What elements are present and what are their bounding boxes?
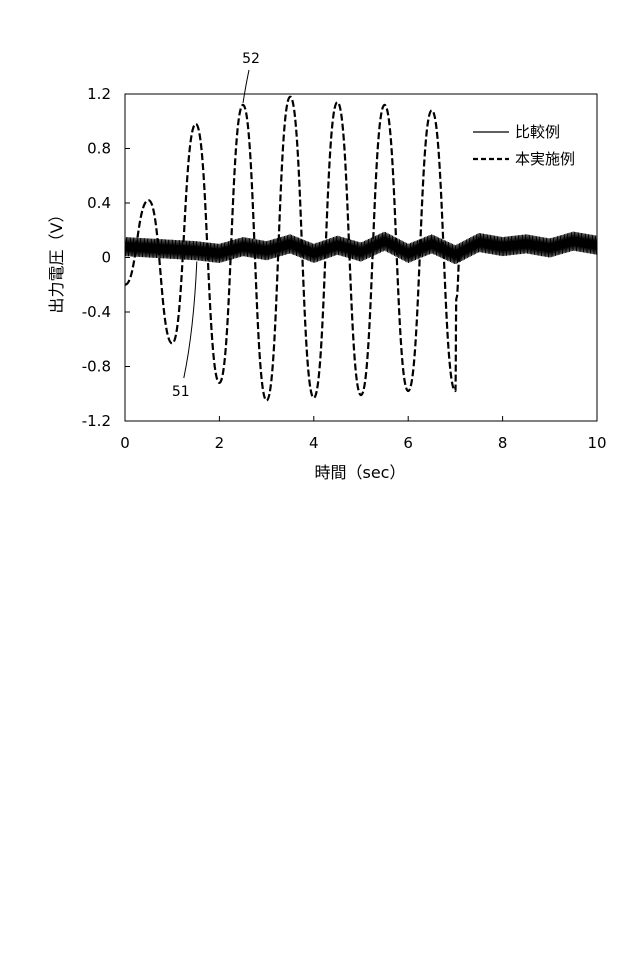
y-axis-title: 出力電圧（V） — [47, 207, 66, 314]
annotation-51: 51 — [172, 384, 190, 400]
x-tick-label: 10 — [587, 434, 606, 452]
y-tick-label: -0.8 — [82, 358, 111, 376]
x-tick-label: 2 — [215, 434, 225, 452]
y-tick-label: 0.4 — [87, 194, 111, 212]
y-axis: 1.2 0.8 0.4 0 -0.4 -0.8 -1.2 — [82, 85, 130, 430]
x-axis-title: 時間（sec） — [315, 463, 406, 482]
x-tick-label: 8 — [498, 434, 508, 452]
y-tick-label: -0.4 — [82, 303, 111, 321]
series-layer — [125, 97, 597, 401]
x-tick-label: 6 — [403, 434, 413, 452]
x-tick-label: 0 — [120, 434, 130, 452]
y-tick-label: 0 — [101, 249, 111, 267]
y-tick-label: -1.2 — [82, 412, 111, 430]
legend-label: 比較例 — [515, 123, 560, 141]
y-tick-label: 1.2 — [87, 85, 111, 103]
annotation-leader-52 — [243, 70, 249, 103]
legend: 比較例本実施例 — [473, 123, 575, 168]
series-comparative-line — [125, 232, 597, 264]
annotation-52: 52 — [242, 51, 260, 67]
legend-label: 本実施例 — [515, 150, 575, 168]
y-tick-label: 0.8 — [87, 140, 111, 158]
annotation-leader-51 — [184, 262, 197, 379]
x-tick-label: 4 — [309, 434, 319, 452]
